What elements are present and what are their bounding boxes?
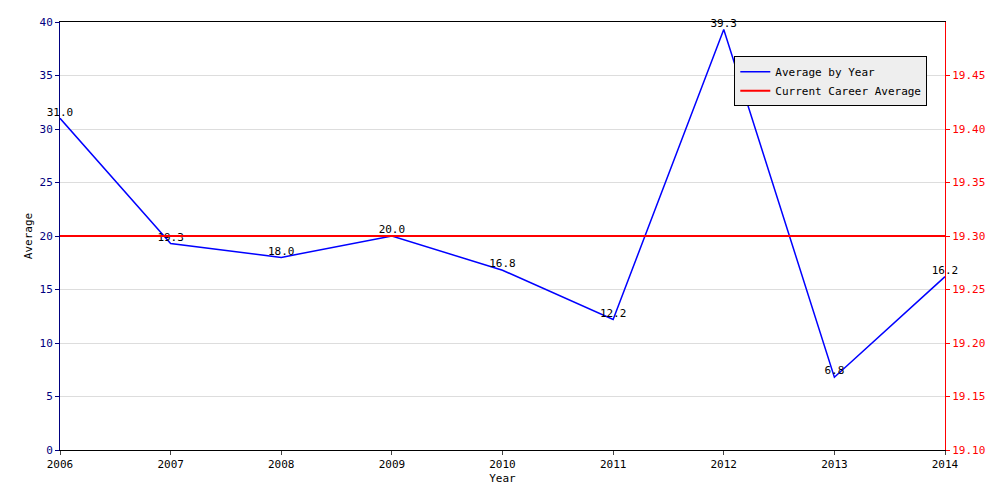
svg-text:20.0: 20.0: [379, 223, 406, 236]
svg-text:2010: 2010: [489, 458, 516, 471]
svg-text:40: 40: [40, 16, 53, 29]
svg-text:Average: Average: [22, 213, 35, 259]
svg-text:2012: 2012: [711, 458, 738, 471]
svg-text:25: 25: [40, 176, 53, 189]
svg-text:2008: 2008: [268, 458, 295, 471]
svg-text:16.8: 16.8: [489, 257, 516, 270]
svg-text:2014: 2014: [932, 458, 959, 471]
svg-text:39.3: 39.3: [711, 17, 738, 30]
svg-text:0: 0: [46, 444, 53, 457]
svg-text:31.0: 31.0: [47, 106, 74, 119]
svg-text:2011: 2011: [600, 458, 627, 471]
svg-text:19.35: 19.35: [952, 176, 985, 189]
svg-text:Current Career Average: Current Career Average: [775, 85, 921, 98]
svg-text:16.2: 16.2: [932, 264, 959, 277]
svg-text:19.15: 19.15: [952, 390, 985, 403]
svg-text:10: 10: [40, 337, 53, 350]
svg-text:19.25: 19.25: [952, 283, 985, 296]
svg-text:Average by Year: Average by Year: [775, 66, 875, 79]
svg-text:15: 15: [40, 283, 53, 296]
svg-text:12.2: 12.2: [600, 307, 627, 320]
svg-text:2009: 2009: [379, 458, 406, 471]
svg-text:19.10: 19.10: [952, 444, 985, 457]
svg-text:19.20: 19.20: [952, 337, 985, 350]
svg-text:20: 20: [40, 230, 53, 243]
svg-text:2013: 2013: [821, 458, 848, 471]
svg-text:18.0: 18.0: [268, 245, 295, 258]
svg-text:6.8: 6.8: [824, 364, 844, 377]
svg-text:Year: Year: [489, 472, 516, 485]
svg-text:19.30: 19.30: [952, 230, 985, 243]
svg-text:19.45: 19.45: [952, 69, 985, 82]
svg-text:5: 5: [46, 390, 53, 403]
svg-text:19.3: 19.3: [157, 231, 184, 244]
svg-text:35: 35: [40, 69, 53, 82]
svg-text:2006: 2006: [47, 458, 74, 471]
svg-text:2007: 2007: [157, 458, 184, 471]
svg-text:30: 30: [40, 123, 53, 136]
svg-text:19.40: 19.40: [952, 123, 985, 136]
